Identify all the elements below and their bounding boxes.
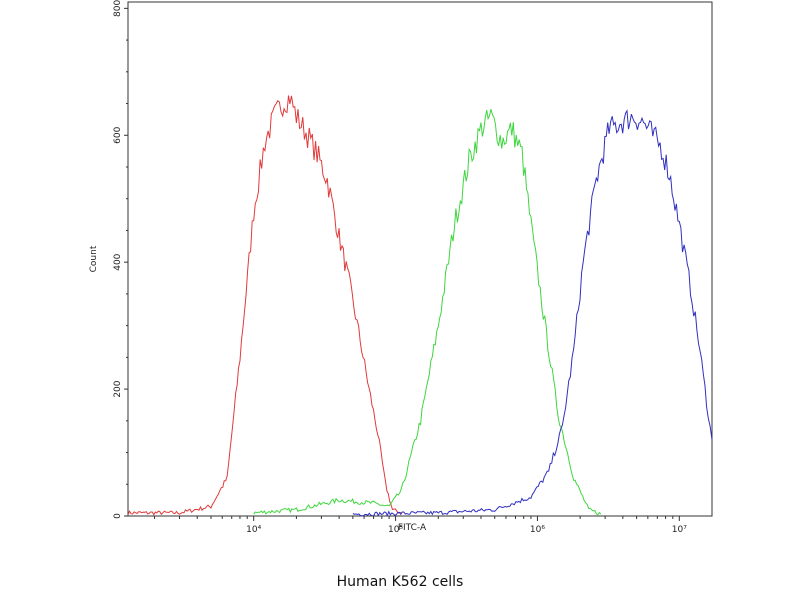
plot-frame <box>127 1 713 517</box>
figure-caption: Human K562 cells <box>336 574 464 590</box>
y-tick-label-200: 200 <box>113 380 123 397</box>
y-axis-label: Count <box>89 245 99 272</box>
y-tick-label-0: 0 <box>113 513 123 519</box>
x-tick-label-3: 10⁶ <box>530 525 545 535</box>
series-3-curve <box>352 109 713 517</box>
y-tick-label-600: 600 <box>113 126 123 143</box>
x-axis-ticks: 10⁴ 10⁵ 10⁶ 10⁷ <box>154 516 687 535</box>
series-2-curve <box>253 109 602 516</box>
x-axis-label: FITC-A <box>398 523 427 533</box>
series-curves <box>127 95 713 517</box>
y-tick-label-400: 400 <box>113 253 123 270</box>
x-tick-label-2: 10⁵ <box>388 525 403 535</box>
y-tick-label-800: 800 <box>113 0 123 17</box>
y-axis-ticks: 0 200 400 600 800 <box>113 0 128 519</box>
x-tick-label-4: 10⁷ <box>672 525 687 535</box>
x-tick-label-1: 10⁴ <box>246 525 261 535</box>
series-1-curve <box>127 95 402 516</box>
